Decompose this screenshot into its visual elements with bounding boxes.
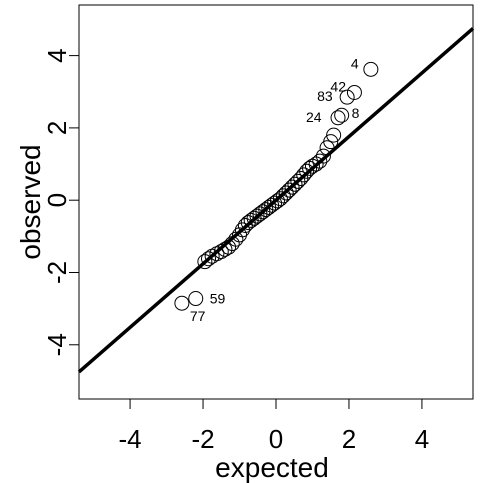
data-point — [281, 182, 297, 198]
point-label: 4 — [351, 55, 359, 71]
data-point — [299, 163, 315, 179]
data-point — [201, 251, 217, 267]
x-tick-label: 4 — [415, 424, 429, 454]
y-axis-title: observed — [15, 144, 46, 259]
data-point — [269, 193, 285, 209]
point-label: 77 — [190, 308, 206, 324]
x-tick-label: -2 — [191, 424, 214, 454]
y-tick-label: 2 — [42, 121, 72, 135]
y-tick-label: 4 — [42, 48, 72, 62]
data-point — [275, 188, 291, 204]
point-label: 8 — [352, 105, 360, 121]
point-label: 83 — [317, 88, 333, 104]
data-point — [272, 191, 288, 207]
data-point — [213, 244, 229, 260]
data-point — [339, 89, 355, 105]
y-tick-label: -2 — [42, 261, 72, 284]
x-axis: -4 -2 0 2 4 — [119, 399, 429, 454]
data-point — [304, 158, 320, 174]
x-tick-label: -4 — [119, 424, 142, 454]
data-point — [312, 153, 328, 169]
data-points — [174, 61, 379, 311]
x-tick-label: 0 — [269, 424, 283, 454]
y-axis: -4 -2 0 2 4 — [42, 48, 79, 356]
data-point — [323, 134, 339, 150]
data-point — [174, 295, 190, 311]
data-point — [188, 291, 204, 307]
data-point — [334, 107, 350, 123]
x-tick-label: 2 — [342, 424, 356, 454]
point-label: 24 — [306, 109, 322, 125]
data-point — [315, 148, 331, 164]
y-tick-label: 0 — [42, 193, 72, 207]
data-point — [326, 127, 342, 143]
data-point — [287, 176, 303, 192]
y-tick-label: -4 — [42, 333, 72, 356]
data-point — [363, 61, 379, 77]
data-point — [346, 84, 362, 100]
data-point — [284, 179, 300, 195]
point-label: 59 — [210, 291, 226, 307]
data-point — [232, 227, 248, 243]
point-label: 42 — [330, 78, 346, 94]
data-point — [278, 185, 294, 201]
x-axis-title: expected — [215, 452, 329, 483]
data-point — [330, 110, 346, 126]
